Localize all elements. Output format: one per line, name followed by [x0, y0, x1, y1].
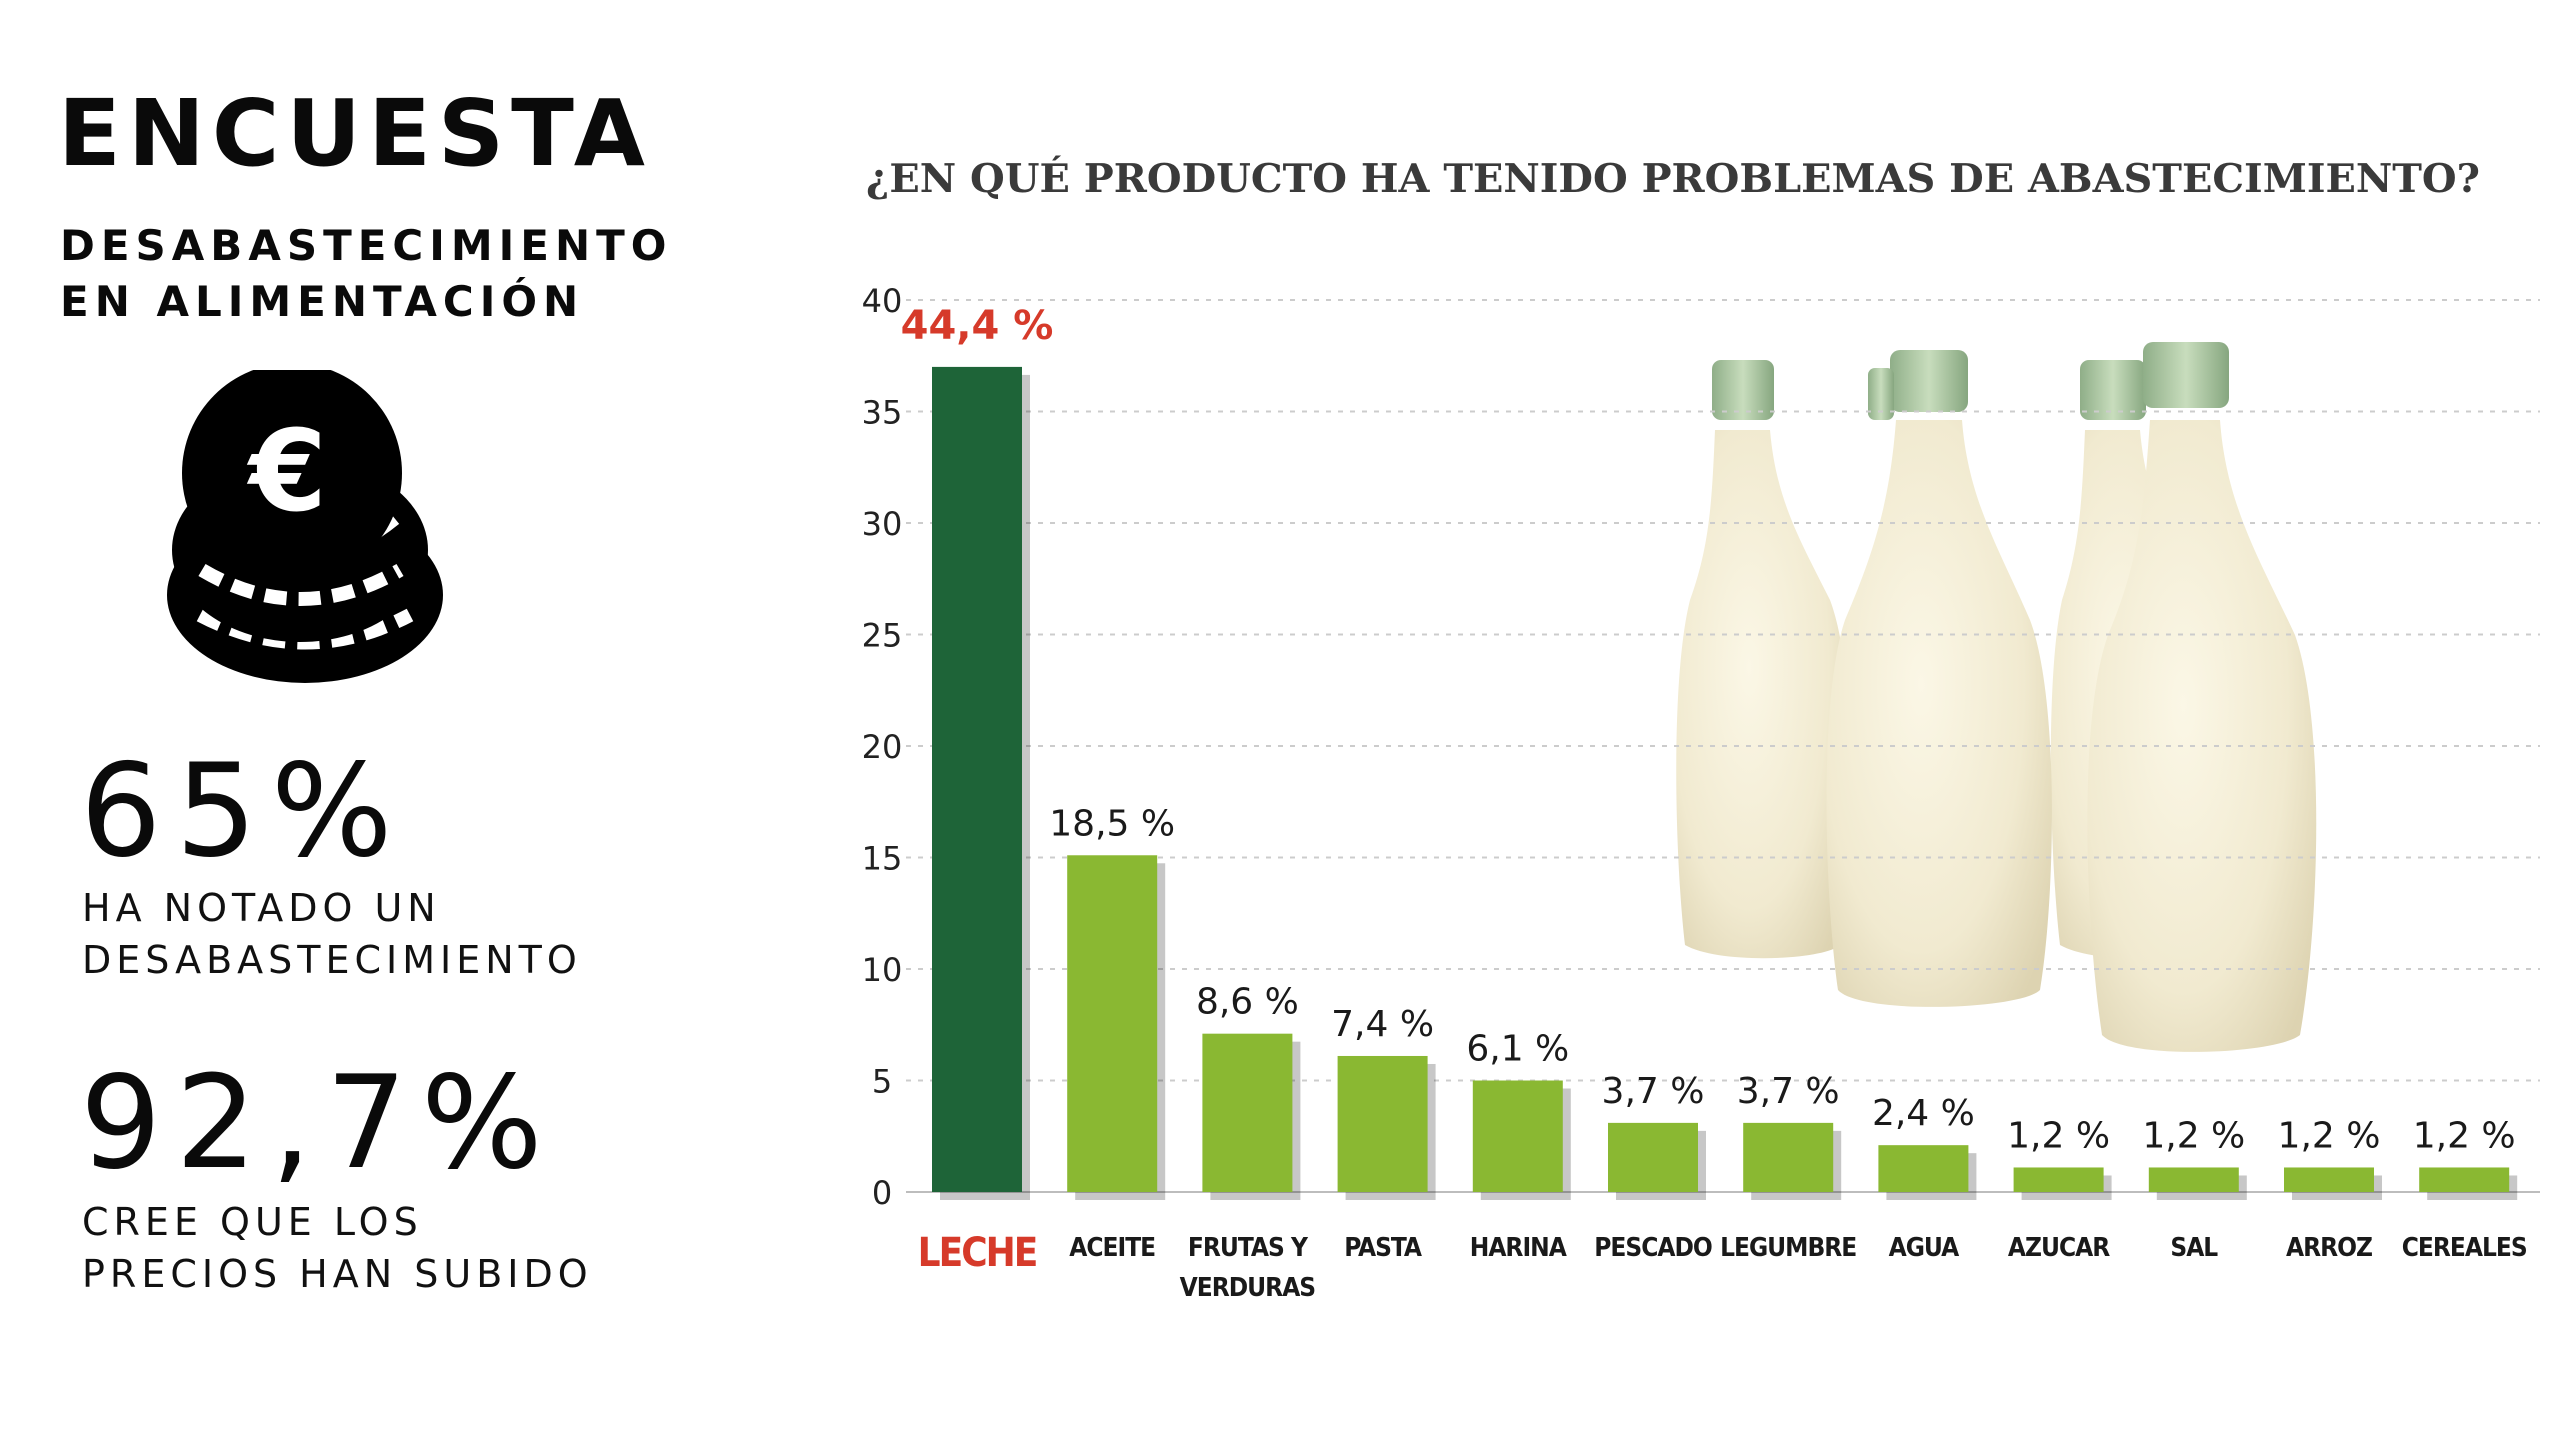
- stat-caption-line: CREE QUE LOS: [82, 1200, 423, 1244]
- euro-coins-icon: €: [167, 370, 443, 683]
- stat-caption-line: HA NOTADO UN: [82, 886, 441, 930]
- y-tick-label: 20: [862, 728, 903, 766]
- x-tick-label: LECHE: [918, 1230, 1037, 1276]
- bar-leche: [932, 366, 1022, 1192]
- bar-agua: [1878, 1145, 1969, 1192]
- bar-aceite: [1067, 855, 1158, 1192]
- subtitle-line-1: DESABASTECIMIENTO: [60, 221, 673, 270]
- stat-noticed-shortage-value: 65%: [80, 737, 407, 886]
- stat-prices-up-caption: CREE QUE LOS PRECIOS HAN SUBIDO: [82, 1196, 722, 1300]
- data-label: 1,2 %: [2278, 1115, 2381, 1156]
- y-tick-label: 30: [862, 505, 903, 543]
- bar-azucar: [2013, 1167, 2104, 1192]
- stat-caption-line: DESABASTECIMIENTO: [82, 938, 582, 982]
- milk-bottle: [1676, 360, 1850, 959]
- x-tick-label: VERDURAS: [1180, 1273, 1316, 1303]
- x-tick-label: ACEITE: [1069, 1233, 1155, 1263]
- data-label: 3,7 %: [1737, 1071, 1840, 1112]
- shortage-chart-panel: ¿EN QUÉ PRODUCTO HA TENIDO PROBLEMAS DE …: [840, 0, 2560, 1440]
- stat-caption-line: PRECIOS HAN SUBIDO: [82, 1252, 593, 1296]
- y-tick-label: 10: [862, 951, 903, 989]
- bar-cereales: [2419, 1167, 2510, 1192]
- bar-pescado: [1608, 1122, 1698, 1192]
- bar-legumbre: [1743, 1122, 1834, 1192]
- grid-lines: [906, 299, 2540, 1193]
- x-tick-label: PESCADO: [1594, 1233, 1712, 1263]
- milk-bottle: [2087, 342, 2317, 1052]
- survey-title: ENCUESTA: [58, 80, 652, 187]
- data-label: 18,5 %: [1049, 803, 1175, 844]
- y-axis: 0 5 10 15 20 25 30 35 40: [862, 282, 903, 1212]
- x-tick-label: CEREALES: [2402, 1233, 2527, 1263]
- data-label: 1,2 %: [2413, 1115, 2516, 1156]
- bar-pasta: [1337, 1055, 1428, 1192]
- data-label: 8,6 %: [1196, 982, 1299, 1023]
- survey-summary-panel: ENCUESTA DESABASTECIMIENTO EN ALIMENTACI…: [0, 0, 780, 1440]
- bar-arroz: [2284, 1167, 2374, 1192]
- data-label: 44,4 %: [901, 303, 1054, 349]
- data-label: 2,4 %: [1872, 1093, 1975, 1134]
- x-tick-label: PASTA: [1344, 1233, 1422, 1263]
- data-labels: 44,4 % 18,5 % 8,6 % 7,4 % 6,1 % 3,7 % 3,7 % 2,4…: [901, 303, 2516, 1157]
- y-tick-label: 25: [862, 617, 903, 655]
- data-label: 3,7 %: [1602, 1071, 1705, 1112]
- survey-subtitle: DESABASTECIMIENTO EN ALIMENTACIÓN: [60, 218, 700, 330]
- stat-prices-up-value: 92,7%: [80, 1049, 557, 1198]
- x-tick-label: AZUCAR: [2008, 1233, 2110, 1263]
- data-label: 1,2 %: [2007, 1115, 2110, 1156]
- data-label: 1,2 %: [2142, 1115, 2245, 1156]
- milk-bottles-illustration: [1676, 342, 2317, 1052]
- x-tick-label: LEGUMBRE: [1720, 1233, 1856, 1263]
- bars: [932, 366, 2518, 1200]
- y-tick-label: 0: [872, 1174, 892, 1212]
- milk-bottle: [1826, 350, 2052, 1007]
- data-label: 6,1 %: [1466, 1029, 1569, 1070]
- shortage-bar-chart: ¿EN QUÉ PRODUCTO HA TENIDO PROBLEMAS DE …: [862, 155, 2540, 1303]
- subtitle-line-2: EN ALIMENTACIÓN: [60, 277, 585, 326]
- y-tick-label: 15: [862, 840, 903, 878]
- data-label: 7,4 %: [1331, 1004, 1434, 1045]
- chart-title: ¿EN QUÉ PRODUCTO HA TENIDO PROBLEMAS DE …: [866, 155, 2480, 202]
- y-tick-label: 35: [862, 394, 903, 432]
- bar-sal: [2148, 1167, 2239, 1192]
- euro-glyph: €: [246, 407, 327, 537]
- x-tick-label: AGUA: [1889, 1233, 1959, 1263]
- x-tick-label: FRUTAS Y: [1188, 1233, 1309, 1263]
- x-axis: LECHE ACEITE FRUTAS Y VERDURAS PASTA HARINA PE…: [918, 1230, 2528, 1303]
- bar-harina: [1472, 1080, 1563, 1192]
- y-tick-label: 40: [862, 282, 903, 320]
- x-tick-label: SAL: [2170, 1233, 2218, 1263]
- x-tick-label: HARINA: [1470, 1233, 1567, 1263]
- x-tick-label: ARROZ: [2286, 1233, 2372, 1263]
- bar-frutas-y-verduras: [1202, 1033, 1293, 1192]
- stat-noticed-shortage-caption: HA NOTADO UN DESABASTECIMIENTO: [82, 882, 722, 986]
- y-tick-label: 5: [872, 1063, 892, 1101]
